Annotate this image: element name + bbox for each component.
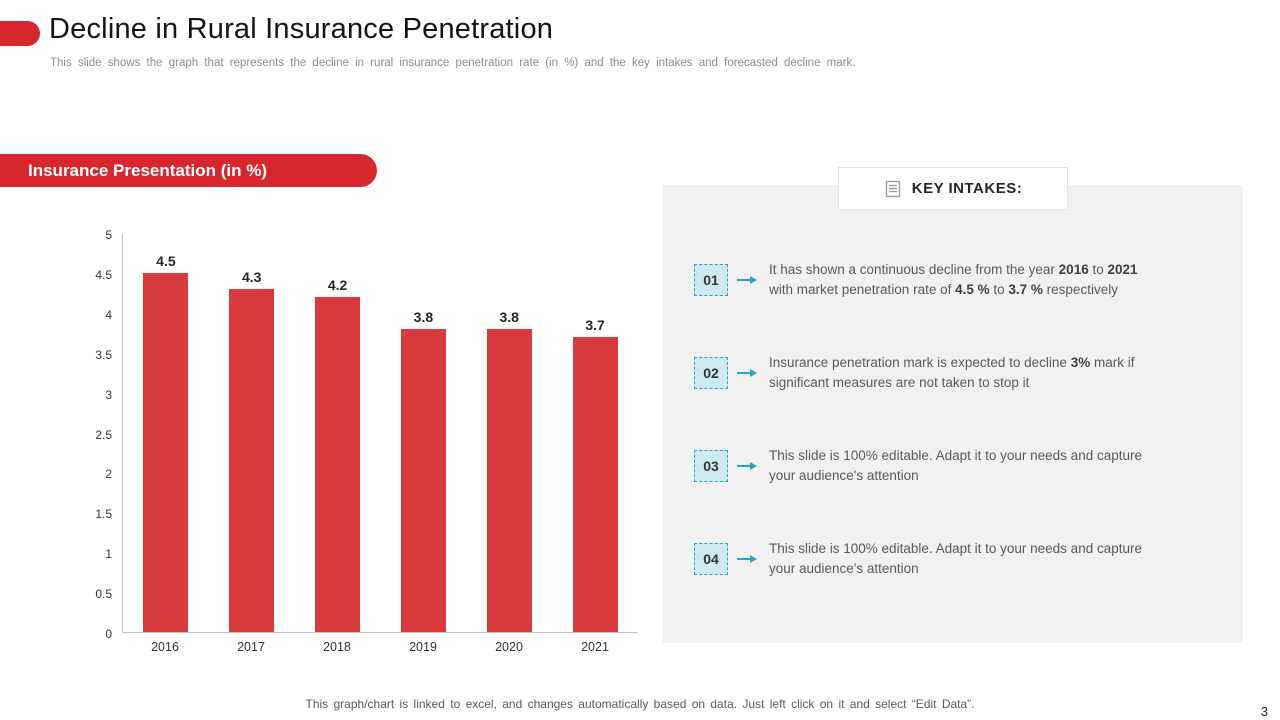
y-tick-label: 0 [105, 627, 112, 641]
key-intakes-header: KEY INTAKES: [838, 167, 1068, 210]
arrow-icon [737, 368, 757, 377]
bar-2018[interactable] [315, 297, 361, 632]
key-intake-item-01: 01 It has shown a continuous decline from… [694, 260, 1194, 299]
chart-title-ribbon: Insurance Presentation (in %) [0, 154, 377, 187]
y-tick-label: 4 [105, 307, 112, 322]
intake-text: This slide is 100% editable. Adapt it to… [769, 541, 1142, 576]
page-number: 3 [1260, 704, 1268, 719]
bar-2017[interactable] [229, 289, 275, 632]
x-tick-label: 2019 [409, 640, 437, 654]
bar-2021[interactable] [572, 337, 618, 632]
bar-column-2016: 4.5 [123, 253, 209, 632]
arrow-icon [737, 275, 757, 284]
bar-chart[interactable]: 0 0.5 1 1.5 2 2.5 3 3.5 4 4.5 5 4.5 4.3 4.2 3.8 3.8 3.7… [88, 228, 648, 666]
x-tick-label: 2016 [151, 640, 179, 654]
arrow-icon [737, 554, 757, 563]
y-tick-label: 3.5 [95, 347, 112, 362]
title-accent-shape [0, 21, 40, 46]
y-tick-label: 2.5 [95, 427, 112, 442]
x-axis-labels: 2016 2017 2018 2019 2020 2021 [122, 640, 638, 654]
y-tick-label: 5 [105, 228, 112, 242]
y-axis: 0 0.5 1 1.5 2 2.5 3 3.5 4 4.5 5 [88, 228, 112, 641]
x-tick-label: 2017 [237, 640, 265, 654]
y-tick-label: 2 [105, 467, 112, 482]
x-tick-label: 2020 [495, 640, 523, 654]
bars-container: 4.5 4.3 4.2 3.8 3.8 3.7 [123, 234, 638, 632]
key-intake-item-04: 04 This slide is 100% editable. Adapt it … [694, 539, 1194, 578]
intake-number-badge: 04 [694, 542, 728, 575]
bar-2020[interactable] [486, 329, 532, 632]
bar-column-2020: 3.8 [466, 309, 552, 632]
chart-title: Insurance Presentation (in %) [28, 161, 267, 180]
bar-value-label: 3.8 [413, 309, 434, 325]
bar-value-label: 4.5 [156, 253, 176, 269]
key-intakes-panel [662, 185, 1243, 643]
bar-column-2019: 3.8 [380, 309, 466, 632]
bar-value-label: 3.8 [499, 309, 519, 325]
bar-column-2017: 4.3 [209, 269, 295, 632]
intake-text: This slide is 100% editable. Adapt it to… [769, 448, 1142, 483]
bar-column-2021: 3.7 [552, 317, 638, 632]
bar-column-2018: 4.2 [295, 277, 381, 632]
key-intake-item-03: 03 This slide is 100% editable. Adapt it … [694, 446, 1194, 485]
x-tick-label: 2021 [581, 640, 609, 654]
key-intakes-list: 01 It has shown a continuous decline from… [694, 260, 1194, 578]
bar-value-label: 4.2 [327, 277, 348, 293]
footer-note: This graph/chart is linked to excel, and… [305, 697, 975, 711]
x-tick-label: 2018 [323, 640, 351, 654]
intake-number-badge: 03 [694, 449, 728, 482]
bar-value-label: 4.3 [242, 269, 262, 285]
intake-text: It has shown a continuous decline from t… [769, 262, 1138, 297]
slide-title: Decline in Rural Insurance Penetration [49, 13, 554, 45]
plot-area: 4.5 4.3 4.2 3.8 3.8 3.7 [122, 234, 638, 633]
bar-value-label: 3.7 [585, 317, 605, 333]
y-tick-label: 0.5 [95, 587, 112, 602]
y-tick-label: 1.5 [95, 507, 112, 522]
y-tick-label: 4.5 [95, 267, 112, 282]
y-tick-label: 1 [105, 547, 112, 562]
intake-number-badge: 01 [694, 263, 728, 296]
key-intakes-title: KEY INTAKES: [911, 180, 1023, 197]
key-intake-item-02: 02 Insurance penetration mark is expected… [694, 353, 1194, 392]
intake-text: Insurance penetration mark is expected t… [769, 355, 1135, 390]
slide-subtitle: This slide shows the graph that represen… [50, 57, 856, 69]
document-icon [885, 180, 900, 197]
bar-2016[interactable] [143, 273, 189, 632]
bar-2019[interactable] [400, 329, 446, 632]
arrow-icon [737, 461, 757, 470]
y-tick-label: 3 [105, 387, 112, 402]
intake-number-badge: 02 [694, 356, 728, 389]
